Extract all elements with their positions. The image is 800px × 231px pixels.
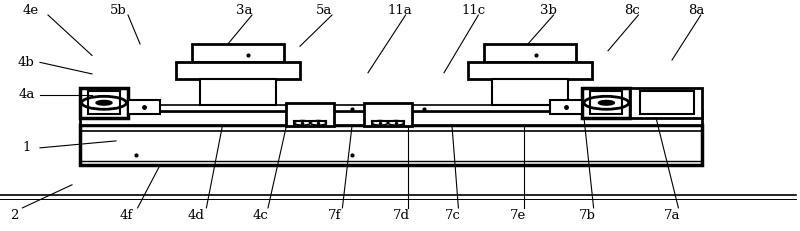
Text: 2: 2 xyxy=(10,210,18,222)
Circle shape xyxy=(598,100,614,105)
Text: 3a: 3a xyxy=(236,4,252,17)
Text: 7a: 7a xyxy=(664,210,680,222)
Bar xyxy=(484,44,576,62)
Bar xyxy=(590,91,622,114)
Text: 5b: 5b xyxy=(110,4,126,17)
Bar xyxy=(80,111,702,125)
Bar xyxy=(468,62,592,79)
Bar xyxy=(200,79,276,105)
Text: 8a: 8a xyxy=(688,4,704,17)
Bar xyxy=(80,125,702,165)
Bar xyxy=(550,100,582,114)
Text: 11a: 11a xyxy=(388,4,412,17)
Bar xyxy=(364,103,412,126)
Text: 3b: 3b xyxy=(539,4,557,17)
Bar xyxy=(128,100,160,114)
Text: 4b: 4b xyxy=(18,56,34,69)
Bar xyxy=(80,105,702,111)
Text: 7e: 7e xyxy=(510,210,526,222)
Bar xyxy=(640,91,694,114)
Bar xyxy=(286,103,334,126)
Text: 7d: 7d xyxy=(393,210,410,222)
Text: 5a: 5a xyxy=(316,4,332,17)
Text: 4c: 4c xyxy=(252,210,268,222)
Text: 4e: 4e xyxy=(22,4,38,17)
Text: 7f: 7f xyxy=(328,210,341,222)
Bar xyxy=(630,88,702,118)
Bar xyxy=(88,91,120,114)
Text: 1: 1 xyxy=(22,141,30,154)
Bar xyxy=(582,88,630,118)
Bar xyxy=(80,88,128,118)
Text: 7c: 7c xyxy=(445,210,461,222)
Text: 4d: 4d xyxy=(187,210,205,222)
Text: 8c: 8c xyxy=(624,4,640,17)
Text: 11c: 11c xyxy=(462,4,486,17)
Text: 4a: 4a xyxy=(18,88,34,101)
Bar xyxy=(492,79,568,105)
Bar xyxy=(176,62,300,79)
Text: 7b: 7b xyxy=(578,210,596,222)
Circle shape xyxy=(96,100,112,105)
Bar xyxy=(192,44,284,62)
Text: 4f: 4f xyxy=(120,210,133,222)
